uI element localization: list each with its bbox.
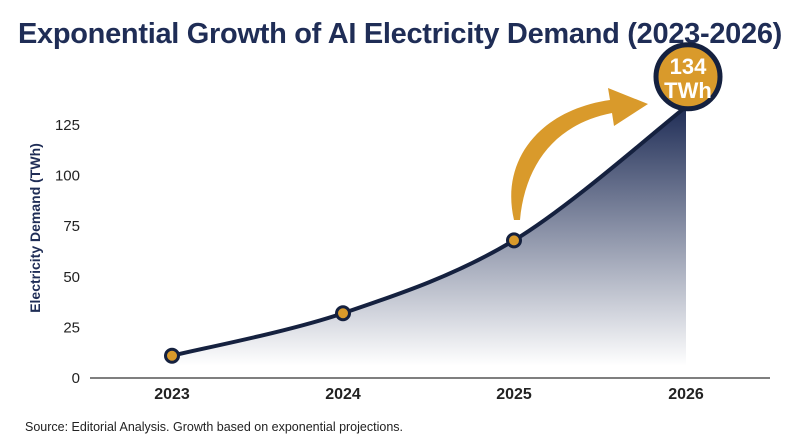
data-point	[335, 305, 351, 322]
y-axis-label: Electricity Demand (TWh)	[27, 143, 43, 313]
data-point	[164, 347, 180, 364]
source-note: Source: Editorial Analysis. Growth based…	[25, 420, 403, 434]
y-tick-label: 50	[63, 269, 80, 286]
y-tick-label: 75	[63, 218, 80, 235]
data-point	[506, 232, 522, 249]
area-fill	[172, 106, 686, 366]
x-tick-label: 2026	[668, 386, 704, 403]
chart-title: Exponential Growth of AI Electricity Dem…	[17, 18, 783, 50]
badge-unit: TWh	[664, 78, 712, 103]
y-tick-label: 100	[55, 168, 80, 185]
x-tick-label: 2024	[325, 386, 361, 403]
x-tick-label: 2023	[154, 386, 190, 403]
x-tick-label: 2025	[496, 386, 532, 403]
growth-arrow	[511, 88, 648, 220]
value-badge: 134 TWh	[653, 42, 723, 112]
series-line	[171, 105, 688, 358]
y-tick-label: 0	[72, 370, 80, 387]
badge-circle	[653, 42, 723, 112]
y-tick-label: 25	[63, 319, 80, 336]
y-tick-label: 125	[55, 117, 80, 134]
badge-value: 134	[670, 54, 707, 79]
